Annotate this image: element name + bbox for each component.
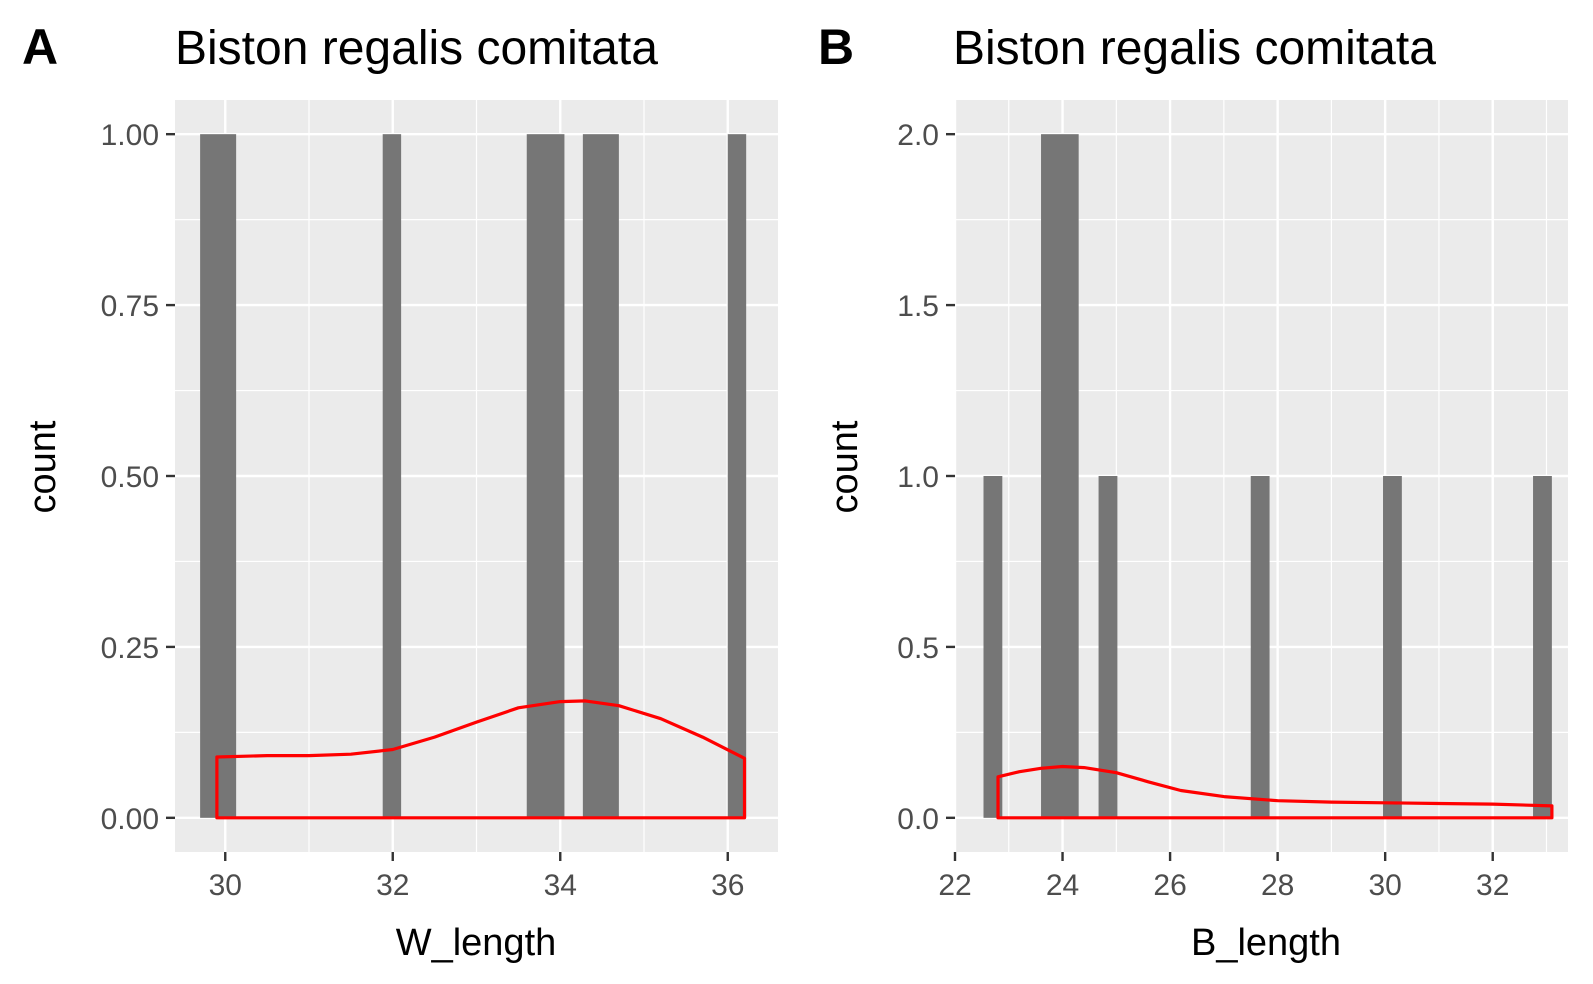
panel-b-histogram-bar [1250, 476, 1270, 818]
panel-a-x-tick-label: 32 [376, 869, 409, 902]
panel-b-x-tick-label: 26 [1153, 869, 1186, 902]
panel-b-histogram-bar [983, 476, 1003, 818]
panel-b-y-axis-title: count [824, 420, 866, 513]
panel-b-histogram-bar [1383, 476, 1402, 818]
panel-b-x-tick-label: 22 [938, 869, 971, 902]
panel-a-x-tick-label: 34 [544, 869, 577, 902]
panel-a-histogram-bar [382, 134, 402, 818]
panel-a-y-tick-label: 0.00 [101, 803, 159, 836]
panel-a-plot-area: 0.00 0.25 0.50 0.75 1.00 30 32 34 36 [101, 100, 778, 902]
panel-a-histogram-bar [727, 134, 747, 818]
panel-a-title: Biston regalis comitata [175, 22, 658, 75]
panel-b-x-tick-label: 24 [1046, 869, 1079, 902]
panel-b-histogram-bar [1533, 476, 1552, 818]
panel-b-x-tick-label: 28 [1261, 869, 1294, 902]
panel-b-histogram-bar [1041, 134, 1079, 818]
panel-a-tag: A [22, 19, 58, 75]
panel-b-y-tick-label: 1.0 [897, 461, 939, 494]
panel-a-x-axis-title: W_length [396, 922, 557, 964]
panel-b-tag: B [818, 19, 854, 75]
panel-a-x-tick-label: 30 [209, 869, 242, 902]
panel-a-histogram-bar [200, 134, 237, 818]
panel-b-y-tick-label: 0.0 [897, 803, 939, 836]
panel-a-histogram-bar [526, 134, 565, 818]
panel-b-title: Biston regalis comitata [953, 22, 1436, 75]
panel-a-y-tick-label: 0.50 [101, 461, 159, 494]
panel-a-x-tick-label: 36 [711, 869, 744, 902]
panel-b-y-tick-label: 2.0 [897, 119, 939, 152]
panel-b-x-axis-title: B_length [1191, 922, 1341, 964]
panel-b-x-tick-label: 30 [1368, 869, 1401, 902]
panel-a-density-curve [215, 699, 747, 820]
panel-a-y-axis-title: count [22, 420, 64, 513]
panel-a: A Biston regalis comitata 0.000.250.500.… [22, 19, 778, 964]
panel-b: B Biston regalis comitata 0.0 0.5 1.0 1.5 2.… [818, 19, 1568, 964]
panel-b-plot-area: 0.0 0.5 1.0 1.5 2.0 22 24 26 28 30 32 [897, 100, 1568, 902]
panel-a-y-tick-label: 0.75 [101, 290, 159, 323]
panel-a-histogram-bar [582, 134, 619, 818]
panel-a-y-tick-label: 1.00 [101, 119, 159, 152]
panel-b-y-tick-label: 1.5 [897, 290, 939, 323]
panel-b-x-tick-label: 32 [1476, 869, 1509, 902]
panel-b-y-tick-label: 0.5 [897, 632, 939, 665]
panel-b-density-curve [996, 764, 1554, 820]
panel-b-histogram-bar [1098, 476, 1118, 818]
panel-a-y-tick-label: 0.25 [101, 632, 159, 665]
